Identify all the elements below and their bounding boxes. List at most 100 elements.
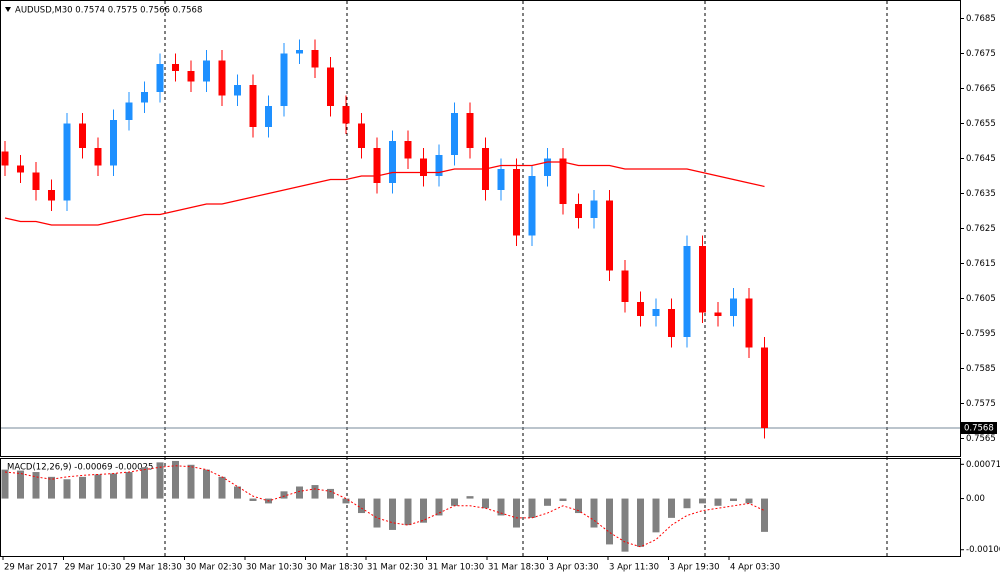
- macd-bar: [420, 498, 427, 523]
- macd-bar: [280, 491, 288, 499]
- candle-body: [714, 312, 722, 316]
- macd-bar: [435, 498, 443, 516]
- y-tick-label: 0.7665: [966, 84, 996, 94]
- candle-body: [265, 106, 272, 127]
- macd-bar: [544, 498, 551, 506]
- macd-bar: [699, 498, 706, 504]
- macd-bar: [311, 485, 319, 499]
- symbol-menu-arrow[interactable]: [5, 7, 11, 12]
- macd-bar: [513, 498, 520, 528]
- x-tick-label: 30 Mar 18:30: [307, 563, 364, 573]
- candle-body: [94, 148, 102, 166]
- macd-bar: [234, 486, 241, 499]
- macd-bar: [559, 498, 567, 501]
- candle-body: [249, 85, 257, 127]
- y-tick-label: 0.7685: [966, 14, 996, 24]
- macd-bar: [296, 486, 303, 499]
- candle-body: [203, 60, 210, 82]
- candle-body: [172, 64, 179, 71]
- candle-body: [668, 309, 675, 337]
- macd-bar: [590, 498, 598, 528]
- macd-bar: [451, 498, 458, 506]
- candle-body: [590, 200, 598, 218]
- x-tick-label: 31 Mar 18:30: [488, 563, 545, 573]
- macd-bar: [203, 469, 210, 499]
- macd-bar: [637, 498, 644, 547]
- macd-bar: [466, 496, 474, 499]
- candle-body: [435, 155, 443, 176]
- macd-bar: [110, 473, 117, 499]
- x-tick-label: 29 Mar 18:30: [125, 563, 182, 573]
- macd-bar: [218, 476, 226, 499]
- y-tick-label: -0.00106: [966, 545, 1000, 555]
- candle-body: [730, 298, 737, 316]
- candle-body: [187, 71, 195, 82]
- y-tick-label: 0.7635: [966, 189, 996, 199]
- x-tick-label: 3 Apr 19:30: [670, 563, 720, 573]
- macd-bar: [621, 498, 629, 552]
- y-tick-label: 0.7625: [966, 224, 996, 234]
- x-tick-label: 30 Mar 02:30: [186, 563, 243, 573]
- y-tick-label: 0.7565: [966, 434, 996, 444]
- macd-bar: [79, 476, 86, 499]
- candle-body: [311, 50, 319, 68]
- y-tick-label: 0.7595: [966, 329, 996, 339]
- y-tick-label: 0.7615: [966, 259, 996, 269]
- macd-bar: [389, 498, 396, 530]
- macd-bar: [714, 498, 722, 506]
- candle-body: [606, 200, 613, 271]
- candle-body: [234, 85, 241, 96]
- macd-bar: [745, 498, 753, 504]
- macd-bar: [141, 467, 148, 499]
- candle-body: [637, 302, 644, 316]
- x-tick-label: 3 Apr 11:30: [609, 563, 659, 573]
- macd-bar: [761, 498, 768, 532]
- macd-bar: [497, 498, 505, 516]
- candle-body: [513, 169, 520, 236]
- candle-body: [1, 151, 9, 166]
- candle-body: [79, 123, 86, 148]
- candle-body: [761, 347, 768, 428]
- x-tick-label: 29 Mar 10:30: [65, 563, 122, 573]
- y-tick-label: 0.7585: [966, 364, 996, 374]
- macd-bar: [668, 498, 675, 518]
- y-tick-label: 0.7605: [966, 294, 996, 304]
- candle-body: [156, 64, 164, 92]
- candle-body: [17, 165, 24, 173]
- macd-bar: [683, 498, 691, 509]
- candle-body: [466, 113, 474, 148]
- macd-bar: [94, 474, 102, 499]
- candle-body: [296, 50, 303, 54]
- current-price-label: 0.7568: [964, 424, 994, 434]
- y-tick-label: 0.00: [966, 494, 985, 504]
- candle-body: [575, 204, 582, 218]
- macd-bar: [373, 498, 381, 528]
- x-tick-label: 31 Mar 02:30: [367, 563, 424, 573]
- candle-body: [141, 92, 148, 103]
- macd-bar: [358, 498, 365, 514]
- macd-bar: [404, 498, 412, 526]
- candle-body: [358, 123, 365, 148]
- candle-body: [280, 53, 288, 106]
- y-tick-label: 0.7675: [966, 49, 996, 59]
- x-tick-label: 30 Mar 10:30: [246, 563, 303, 573]
- macd-bar: [63, 479, 71, 499]
- macd-bar: [575, 498, 582, 514]
- candle-body: [342, 106, 350, 124]
- candle-body: [544, 158, 551, 176]
- candle-body: [389, 141, 396, 183]
- candle-body: [110, 120, 117, 166]
- candle-body: [32, 172, 40, 190]
- candle-body: [420, 158, 427, 176]
- candle-body: [63, 123, 71, 201]
- moving-average: [4, 161, 765, 226]
- candle-body: [699, 246, 706, 313]
- macd-bar: [17, 470, 24, 499]
- candle-body: [497, 169, 505, 190]
- y-tick-label: 0.7575: [966, 399, 996, 409]
- candle-body: [621, 270, 629, 302]
- macd-bar: [187, 464, 195, 499]
- current-price-box: [961, 422, 997, 434]
